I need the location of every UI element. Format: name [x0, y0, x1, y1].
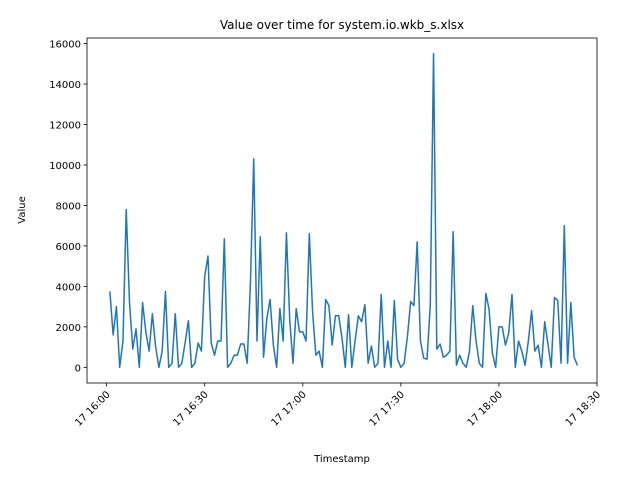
x-tick-label: 17 18:30	[564, 389, 603, 428]
x-tick-label: 17 16:00	[73, 389, 112, 428]
x-axis-label: Timestamp	[313, 454, 370, 465]
y-axis-label: Value	[17, 196, 28, 223]
x-tick-label: 17 17:00	[269, 389, 308, 428]
x-tick-label: 17 18:00	[466, 389, 505, 428]
y-tick-label: 2000	[56, 323, 81, 334]
y-tick-label: 14000	[49, 80, 81, 91]
y-tick-label: 12000	[49, 121, 81, 132]
y-tick-label: 6000	[56, 242, 81, 253]
x-tick-label: 17 17:30	[368, 389, 407, 428]
y-tick-label: 0	[75, 363, 81, 374]
data-line	[109, 52, 579, 369]
y-tick-label: 8000	[56, 201, 81, 212]
y-tick-label: 4000	[56, 282, 81, 293]
x-tick-label: 17 16:30	[171, 389, 210, 428]
y-tick-label: 16000	[49, 40, 81, 51]
plot-frame	[86, 37, 598, 384]
y-tick-label: 10000	[49, 161, 81, 172]
chart-title: Value over time for system.io.wkb_s.xlsx	[220, 18, 464, 32]
